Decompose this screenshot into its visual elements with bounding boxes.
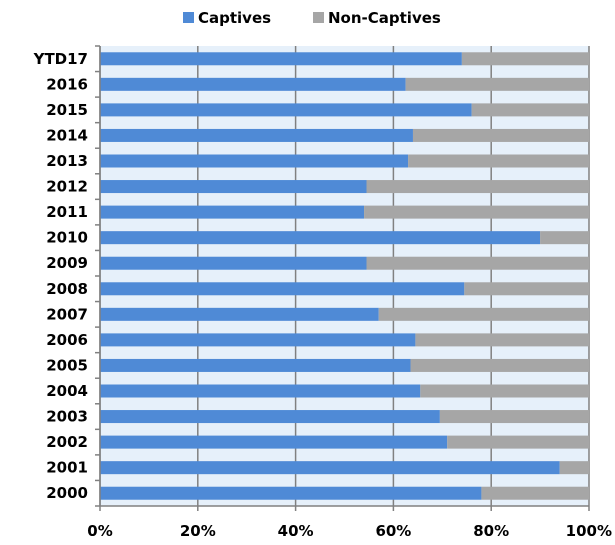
bar-captives-2007 [100,307,379,321]
bar-non-captives-2009 [366,256,589,270]
y-tick-labels: YTD17 2016 2015 2014 2013 2012 2011 2010 2009 200… [33,50,88,502]
bar-non-captives-2013 [408,154,589,168]
bar-captives-2016 [100,77,406,91]
axes [95,45,590,511]
bar-non-captives-2001 [559,461,589,475]
x-tick-label: 40% [278,522,314,540]
x-tick-label: 0% [87,522,112,540]
bar-non-captives-2005 [410,358,589,372]
bar-captives-2011 [100,205,365,219]
bar-captives-2012 [100,180,367,194]
bar-non-captives-2002 [447,435,589,449]
bar-captives-2010 [100,231,541,245]
y-tick-label: 2000 [46,484,88,502]
x-tick-label: 80% [473,522,509,540]
y-tick-label: 2003 [46,408,88,426]
bars [100,52,589,500]
bar-non-captives-2008 [464,282,589,296]
y-tick-label: 2001 [46,459,88,477]
y-tick-label: 2004 [46,382,88,400]
bar-captives-2014 [100,128,413,142]
bar-captives-2000 [100,486,482,500]
plot-area [100,46,589,506]
legend-label-non-captives: Non-Captives [328,9,441,27]
bar-captives-2003 [100,410,440,424]
bar-captives-2009 [100,256,367,270]
y-tick-label: 2014 [46,126,88,144]
bar-non-captives-2004 [420,384,589,398]
bar-captives-2005 [100,358,411,372]
y-tick-label: 2006 [46,331,88,349]
x-tick-label: 60% [375,522,411,540]
y-tick-label: 2016 [46,75,88,93]
y-tick-label: 2007 [46,305,88,323]
bar-non-captives-2016 [405,77,589,91]
legend: Captives Non-Captives [183,9,441,27]
y-tick-label: 2005 [46,356,88,374]
bar-captives-2001 [100,461,560,475]
bar-captives-2015 [100,103,472,117]
bar-captives-2004 [100,384,421,398]
y-tick-label: 2012 [46,178,88,196]
y-tick-label: 2010 [46,229,88,247]
bar-non-captives-ytd17 [461,52,589,66]
bar-captives-2013 [100,154,409,168]
y-tick-label: 2002 [46,433,88,451]
y-tick-label: 2013 [46,152,88,170]
bar-non-captives-2007 [378,307,589,321]
x-tick-label: 20% [180,522,216,540]
bar-non-captives-2012 [366,180,589,194]
y-tick-label: 2008 [46,280,88,298]
bar-captives-2008 [100,282,465,296]
y-tick-label: 2015 [46,101,88,119]
legend-swatch-captives [183,12,194,23]
bar-captives-2006 [100,333,416,347]
bar-non-captives-2003 [439,410,589,424]
legend-swatch-non-captives [313,12,324,23]
bar-non-captives-2015 [471,103,589,117]
y-tick-label: 2009 [46,254,88,272]
x-tick-label: 100% [566,522,612,540]
bar-non-captives-2006 [415,333,589,347]
bar-captives-ytd17 [100,52,462,66]
bar-non-captives-2010 [540,231,589,245]
bar-non-captives-2014 [412,128,589,142]
bar-non-captives-2000 [481,486,589,500]
y-tick-label: YTD17 [33,50,88,68]
bar-non-captives-2011 [364,205,589,219]
x-tick-labels: 0% 20% 40% 60% 80% 100% [87,522,612,540]
bar-captives-2002 [100,435,448,449]
y-tick-label: 2011 [46,203,88,221]
legend-label-captives: Captives [198,9,271,27]
